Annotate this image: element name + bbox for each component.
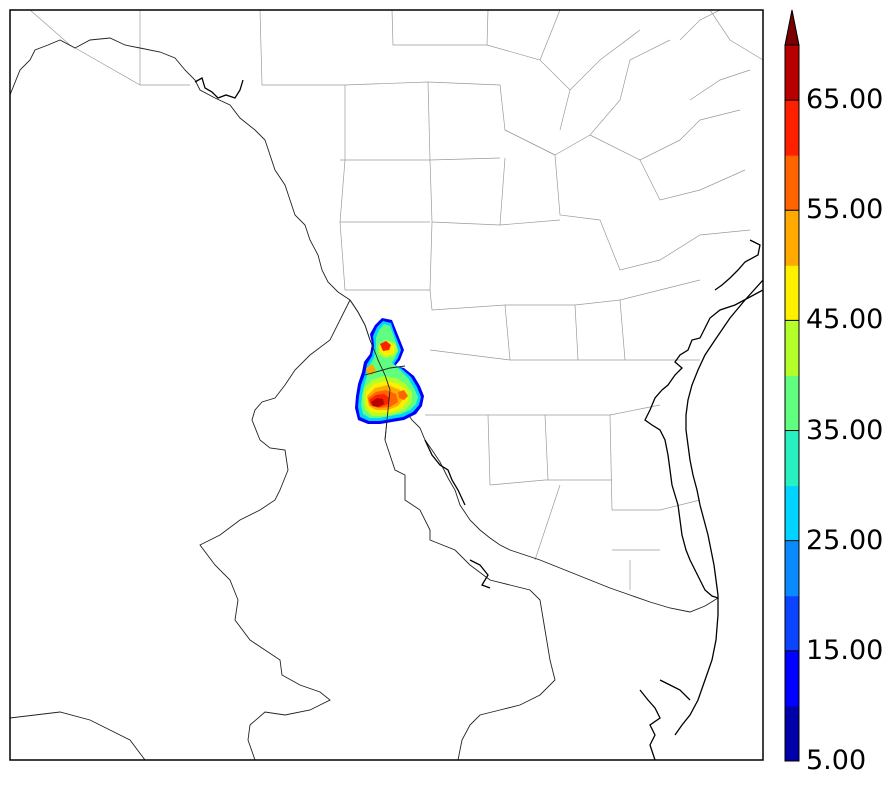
colorbar-tick-label: 45.00 [806, 304, 884, 336]
colorbar-extend-arrow [784, 9, 800, 46]
colorbar-segment [785, 320, 799, 376]
storm-contour-65 [371, 398, 384, 407]
colorbar-segment [785, 375, 799, 432]
colorbar-tick-label: 35.00 [806, 414, 884, 446]
coastline [194, 77, 763, 760]
radar-storm-cells [355, 318, 424, 424]
colorbar-tick-label: 15.00 [806, 634, 884, 666]
storm-contour-55d [398, 390, 408, 400]
colorbar-tick-label: 5.00 [806, 745, 867, 776]
colorbar-segment [785, 705, 799, 762]
colorbar-segment [785, 155, 799, 211]
colorbar-segment [785, 650, 799, 707]
colorbar-segment [785, 430, 799, 487]
county-boundaries [29, 10, 763, 590]
colorbar-segment [785, 210, 799, 266]
colorbar-tick-label: 25.00 [806, 524, 884, 556]
colorbar-tick-label: 65.00 [806, 84, 884, 116]
colorbar-segment [785, 100, 799, 156]
map-frame [9, 9, 764, 761]
colorbar-tick-label: 55.00 [806, 194, 884, 226]
colorbar-segment [785, 485, 799, 542]
colorbar-segment [785, 265, 799, 321]
storm-contour-60c [380, 341, 391, 351]
colorbar-segment [785, 595, 799, 652]
colorbar-segment [785, 45, 799, 101]
colorbar-segment [785, 540, 799, 597]
storm-overlay-lines [349, 299, 406, 441]
colorbar [784, 9, 800, 762]
